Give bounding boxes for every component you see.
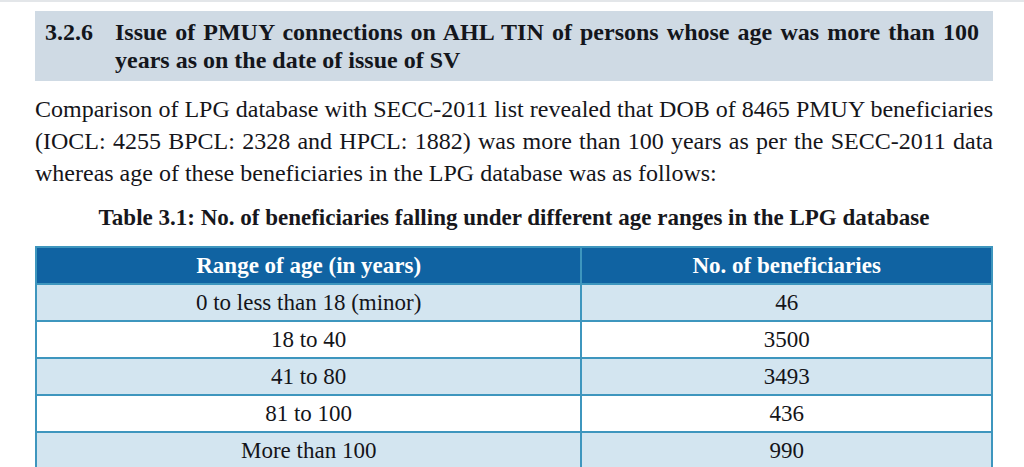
beneficiaries-count-cell: 990 [581,432,992,467]
section-title: Issue of PMUY connections on AHL TIN of … [115,18,979,74]
table-row: More than 100990 [36,432,992,467]
age-range-cell: 18 to 40 [36,321,581,358]
col-header-beneficiaries: No. of beneficiaries [581,247,992,284]
beneficiaries-count-cell: 436 [581,395,992,432]
age-range-cell: 41 to 80 [36,358,581,395]
document-page: 3.2.6 Issue of PMUY connections on AHL T… [0,0,1024,467]
crop-edge-line [0,0,1024,2]
table-row: 0 to less than 18 (minor)46 [36,284,992,321]
age-range-cell: 0 to less than 18 (minor) [36,284,581,321]
table-header-row: Range of age (in years) No. of beneficia… [36,247,992,284]
section-number: 3.2.6 [45,18,115,46]
beneficiaries-table: Range of age (in years) No. of beneficia… [35,246,993,467]
table-row: 81 to 100436 [36,395,992,432]
body-paragraph: Comparison of LPG database with SECC-201… [35,93,993,189]
table-body: 0 to less than 18 (minor)4618 to 4035004… [36,284,992,467]
beneficiaries-count-cell: 46 [581,284,992,321]
table-caption: Table 3.1: No. of beneficiaries falling … [35,203,993,233]
beneficiaries-count-cell: 3500 [581,321,992,358]
beneficiaries-count-cell: 3493 [581,358,992,395]
age-range-cell: 81 to 100 [36,395,581,432]
age-range-cell: More than 100 [36,432,581,467]
table-row: 41 to 803493 [36,358,992,395]
col-header-age-range: Range of age (in years) [36,247,581,284]
section-heading: 3.2.6 Issue of PMUY connections on AHL T… [35,11,993,81]
table-row: 18 to 403500 [36,321,992,358]
